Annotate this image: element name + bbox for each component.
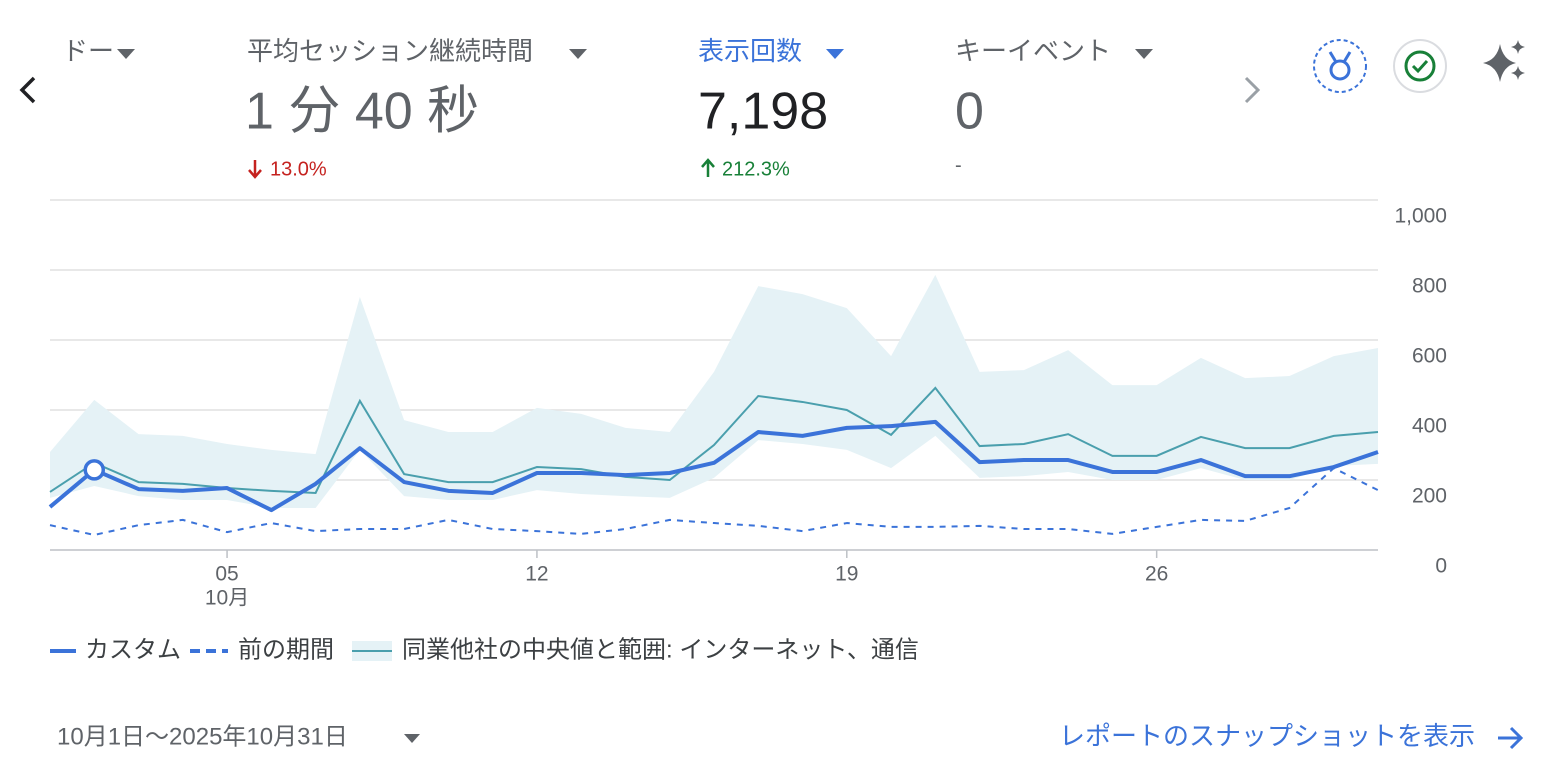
caret <box>826 49 844 59</box>
y-tick-label: 200 <box>1412 485 1447 508</box>
caret <box>404 734 420 743</box>
x-tick-label: 26 <box>1145 563 1168 586</box>
hover-point <box>83 459 106 481</box>
legend-label: 前の期間 <box>238 636 334 663</box>
caret <box>569 49 587 59</box>
caret <box>1135 49 1153 59</box>
x-sublabel: 10月 <box>205 587 249 610</box>
metric-change: - <box>955 154 962 176</box>
x-tick-label: 05 <box>215 563 238 586</box>
legend-item: 前の期間 <box>190 636 334 663</box>
metric-change: 212.3% <box>722 158 790 180</box>
median-line <box>49 386 1379 494</box>
prev-button[interactable] <box>19 76 36 104</box>
check-icon[interactable] <box>1393 39 1447 93</box>
metric-label: 表示回数 <box>698 36 802 66</box>
x-tick-label: 19 <box>835 563 858 586</box>
link-arrow[interactable] <box>1498 726 1524 750</box>
range-band <box>50 274 1378 508</box>
sparkle-icon[interactable] <box>1483 40 1525 82</box>
metric-tab[interactable]: 平均セッション継続時間 1 分 40 秒 13.0% <box>245 36 587 180</box>
metric-change: 13.0% <box>270 158 327 180</box>
metric-tab[interactable]: ドー <box>62 36 135 66</box>
y-tick-label: 0 <box>1435 555 1447 578</box>
legend-label: カスタム <box>85 636 181 663</box>
footer: 10月1日〜2025年10月31日 レポートのスナップショットを表示 <box>57 721 1524 751</box>
legend-label: 同業他社の中央値と範囲: インターネット、通信 <box>402 636 919 663</box>
y-tick-label: 1,000 <box>1394 205 1447 228</box>
metric-label: ドー <box>62 36 114 66</box>
metric-tab[interactable]: キーイベント 0 - <box>955 36 1153 176</box>
y-tick-label: 400 <box>1412 415 1447 438</box>
y-tick-label: 600 <box>1412 345 1447 368</box>
metric-label: 平均セッション継続時間 <box>247 36 533 66</box>
series-line <box>48 419 1379 513</box>
metric-value: 1 分 40 秒 <box>245 83 479 141</box>
next-button[interactable] <box>1244 76 1261 104</box>
date-range[interactable]: 10月1日〜2025年10月31日 <box>57 723 348 750</box>
badge-icon[interactable] <box>1313 39 1367 93</box>
metric-tab[interactable]: 表示回数 7,198 212.3% <box>698 36 844 180</box>
metric-label: キーイベント <box>955 36 1111 66</box>
x-tick-label: 12 <box>525 563 548 586</box>
legend-item: 同業他社の中央値と範囲: インターネット、通信 <box>352 636 919 663</box>
caret <box>117 49 135 59</box>
metric-value: 0 <box>955 83 984 141</box>
series-line <box>49 467 1379 536</box>
y-tick-label: 800 <box>1412 275 1447 298</box>
snapshot-link[interactable]: レポートのスナップショットを表示 <box>1059 721 1475 751</box>
down-arrow <box>248 160 262 179</box>
up-arrow <box>701 158 715 177</box>
legend-item: カスタム <box>50 636 181 663</box>
metric-value: 7,198 <box>698 83 828 141</box>
